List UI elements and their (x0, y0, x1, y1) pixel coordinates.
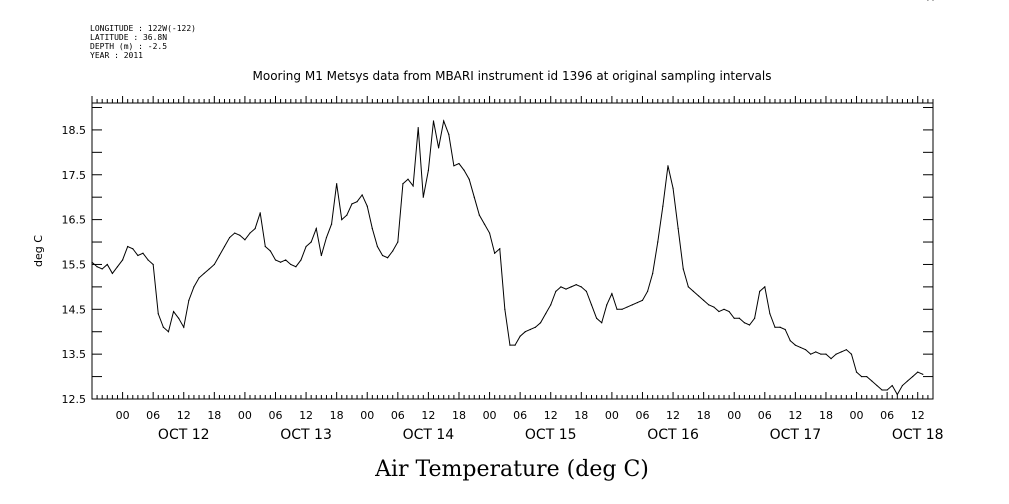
y-tick-labels: 12.5 13.5 14.5 15.5 16.5 17.5 18.5 (62, 124, 87, 406)
x-tick-label: 18 (819, 409, 833, 422)
plot-frame (91, 102, 934, 400)
x-tick-label: 00 (360, 409, 374, 422)
x-tick-label: 18 (452, 409, 466, 422)
x-tick-label: 00 (850, 409, 864, 422)
x-tick-label: 12 (299, 409, 313, 422)
x-tick-label: 06 (758, 409, 772, 422)
x-tick-labels: 00 06 12 18 00 06 12 18 00 06 12 18 00 06 12 18 00 06 12 18… (116, 409, 925, 422)
y-tick-label: 16.5 (62, 214, 87, 227)
x-tick-label: 00 (116, 409, 130, 422)
header-meta: LONGITUDE : 122W(-122) LATITUDE : 36.8N … (90, 24, 196, 60)
latitude-label: LATITUDE : 36.8N (90, 33, 167, 42)
x-tick-label: 12 (911, 409, 925, 422)
data-point (932, 0, 934, 1)
depth-label: DEPTH (m) : -2.5 (90, 42, 167, 51)
date-label: OCT 13 (280, 427, 332, 443)
x-tick-label: 18 (574, 409, 588, 422)
x-tick-label: 12 (177, 409, 191, 422)
x-tick-label: 06 (513, 409, 527, 422)
x-tick-label: 12 (788, 409, 802, 422)
date-labels: OCT 12 OCT 13 OCT 14 OCT 15 OCT 16 OCT 17 OCT … (158, 427, 944, 443)
x-tick-label: 06 (880, 409, 894, 422)
x-tick-label: 12 (666, 409, 680, 422)
x-tick-label: 18 (330, 409, 344, 422)
x-tick-label: 18 (697, 409, 711, 422)
y-tick-label: 13.5 (62, 348, 87, 361)
x-tick-label: 18 (207, 409, 221, 422)
date-label: OCT 15 (525, 427, 577, 443)
date-label: OCT 16 (647, 427, 699, 443)
tick-marks (91, 96, 934, 400)
data-points (91, 0, 934, 396)
y-tick-label: 14.5 (62, 303, 87, 316)
y-axis-label: deg C (32, 235, 45, 267)
x-tick-label: 06 (146, 409, 160, 422)
year-label: YEAR : 2011 (90, 51, 143, 60)
x-tick-label: 00 (483, 409, 497, 422)
data-point (927, 0, 929, 1)
date-label: OCT 14 (403, 427, 455, 443)
x-axis-title: Air Temperature (deg C) (374, 457, 649, 482)
x-tick-label: 12 (544, 409, 558, 422)
date-label: OCT 12 (158, 427, 210, 443)
y-tick-label: 17.5 (62, 169, 87, 182)
chart-title: Mooring M1 Metsys data from MBARI instru… (253, 69, 772, 83)
longitude-label: LONGITUDE : 122W(-122) (90, 24, 196, 33)
x-tick-label: 06 (635, 409, 649, 422)
y-tick-label: 12.5 (62, 393, 87, 406)
x-tick-label: 00 (238, 409, 252, 422)
x-tick-label: 00 (605, 409, 619, 422)
y-tick-label: 18.5 (62, 124, 87, 137)
series-line (91, 119, 924, 396)
y-tick-label: 15.5 (62, 258, 87, 271)
x-tick-label: 12 (421, 409, 435, 422)
date-label: OCT 17 (770, 427, 822, 443)
date-label: OCT 18 (892, 427, 944, 443)
x-tick-label: 06 (268, 409, 282, 422)
x-tick-label: 06 (391, 409, 405, 422)
x-tick-label: 00 (727, 409, 741, 422)
